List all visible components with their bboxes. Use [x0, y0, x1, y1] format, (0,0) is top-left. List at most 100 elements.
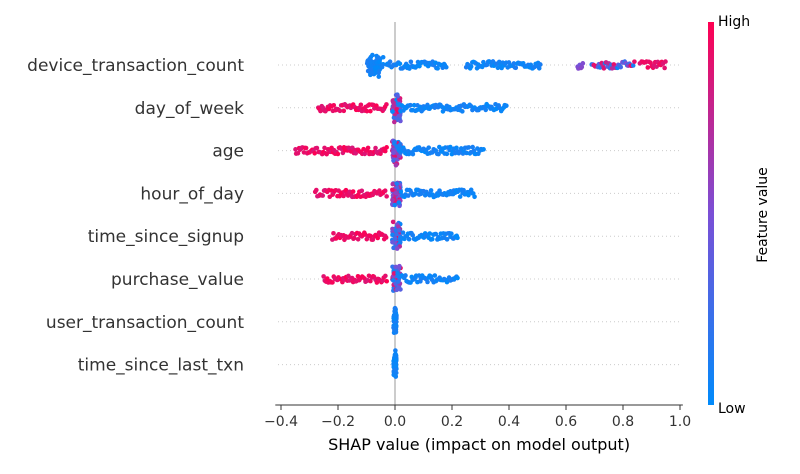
shap-point — [379, 64, 385, 70]
shap-point — [537, 62, 543, 67]
shap-point — [395, 93, 400, 99]
shap-point — [358, 102, 364, 108]
shap-point — [373, 145, 378, 151]
shap-point — [384, 194, 389, 199]
shap-point — [397, 61, 403, 67]
shap-point — [390, 219, 396, 225]
shap-point — [312, 150, 317, 156]
shap-point — [455, 235, 460, 241]
shap-point — [511, 61, 517, 66]
shap-point — [380, 54, 386, 60]
shap-point — [351, 235, 357, 241]
feature-label: purchase_value — [111, 270, 244, 290]
shap-point — [377, 188, 382, 193]
shap-point — [295, 150, 301, 156]
shap-point — [392, 202, 398, 208]
shap-point — [375, 235, 381, 241]
shap-point — [359, 188, 365, 194]
shap-point — [472, 194, 477, 200]
shap-point — [397, 228, 402, 233]
shap-point — [455, 275, 460, 281]
shap-point — [396, 224, 401, 229]
shap-point — [387, 59, 393, 65]
shap-point — [341, 193, 346, 199]
shap-point — [331, 230, 336, 236]
shap-point — [293, 147, 298, 152]
shap-point — [432, 273, 438, 278]
x-tick-label: 0.8 — [612, 414, 634, 430]
shap-point — [383, 273, 388, 279]
shap-point — [378, 151, 383, 157]
shap-point — [403, 273, 408, 278]
feature-label: time_since_last_txn — [78, 356, 244, 376]
feature-label: user_transaction_count — [46, 313, 244, 333]
x-tick-label: 1.0 — [669, 414, 691, 430]
shap-point — [392, 313, 398, 318]
shap-point — [341, 108, 347, 114]
shap-point — [390, 277, 396, 283]
shap-point — [382, 148, 388, 154]
shap-point — [425, 102, 430, 108]
feature-label: age — [212, 142, 244, 162]
shap-point — [314, 145, 320, 151]
shap-point — [410, 232, 416, 238]
shap-point — [391, 158, 396, 163]
shap-point — [372, 65, 378, 70]
shap-point — [466, 192, 471, 198]
shap-point — [364, 108, 370, 114]
colorbar-low-label: Low — [718, 401, 746, 417]
shap-point — [495, 65, 501, 71]
shap-point — [448, 144, 453, 150]
shap-point — [390, 232, 395, 238]
feature-label: time_since_signup — [88, 227, 244, 247]
shap-point — [397, 143, 403, 148]
colorbar-gradient — [708, 22, 714, 405]
shap-point — [458, 146, 464, 151]
shap-point — [444, 151, 450, 157]
shap-point — [393, 264, 398, 270]
x-tick-label: 0.6 — [555, 414, 577, 430]
x-axis-ticks: −0.4 −0.2 0.0 0.2 0.4 0.6 0.8 1.0 — [264, 405, 691, 430]
shap-point — [397, 240, 403, 246]
shap-point — [382, 188, 388, 194]
shap-point — [390, 181, 396, 187]
shap-point — [449, 231, 454, 237]
shap-point — [393, 357, 398, 363]
shap-point — [470, 144, 475, 150]
shap-point — [392, 236, 398, 241]
x-axis-title: SHAP value (impact on model output) — [328, 435, 630, 454]
shap-point — [393, 348, 398, 353]
shap-point — [457, 194, 463, 199]
shap-point — [395, 271, 400, 276]
shap-point — [579, 64, 585, 70]
shap-point — [384, 145, 389, 150]
shap-point — [437, 144, 442, 150]
shap-point — [303, 145, 309, 151]
shap-point — [314, 187, 319, 193]
shap-point — [325, 276, 330, 281]
shap-point — [425, 279, 430, 285]
shap-point — [331, 102, 337, 108]
shap-point — [384, 102, 389, 107]
shap-point — [410, 151, 416, 157]
shap-point — [397, 263, 402, 269]
shap-point — [346, 273, 351, 279]
shap-point — [397, 113, 403, 118]
shap-point — [461, 187, 466, 193]
shap-point — [393, 373, 398, 379]
shap-point — [444, 237, 450, 242]
shap-point — [393, 363, 399, 369]
shap-point — [391, 141, 397, 146]
shap-point — [413, 191, 418, 196]
shap-point — [632, 59, 637, 64]
x-tick-label: −0.4 — [264, 414, 298, 430]
shap-point — [369, 71, 375, 76]
shap-point — [466, 145, 472, 150]
shap-point — [390, 197, 395, 203]
shap-point — [406, 236, 412, 242]
shap-point — [384, 278, 390, 284]
shap-point — [454, 145, 459, 151]
shap-point — [468, 64, 474, 69]
